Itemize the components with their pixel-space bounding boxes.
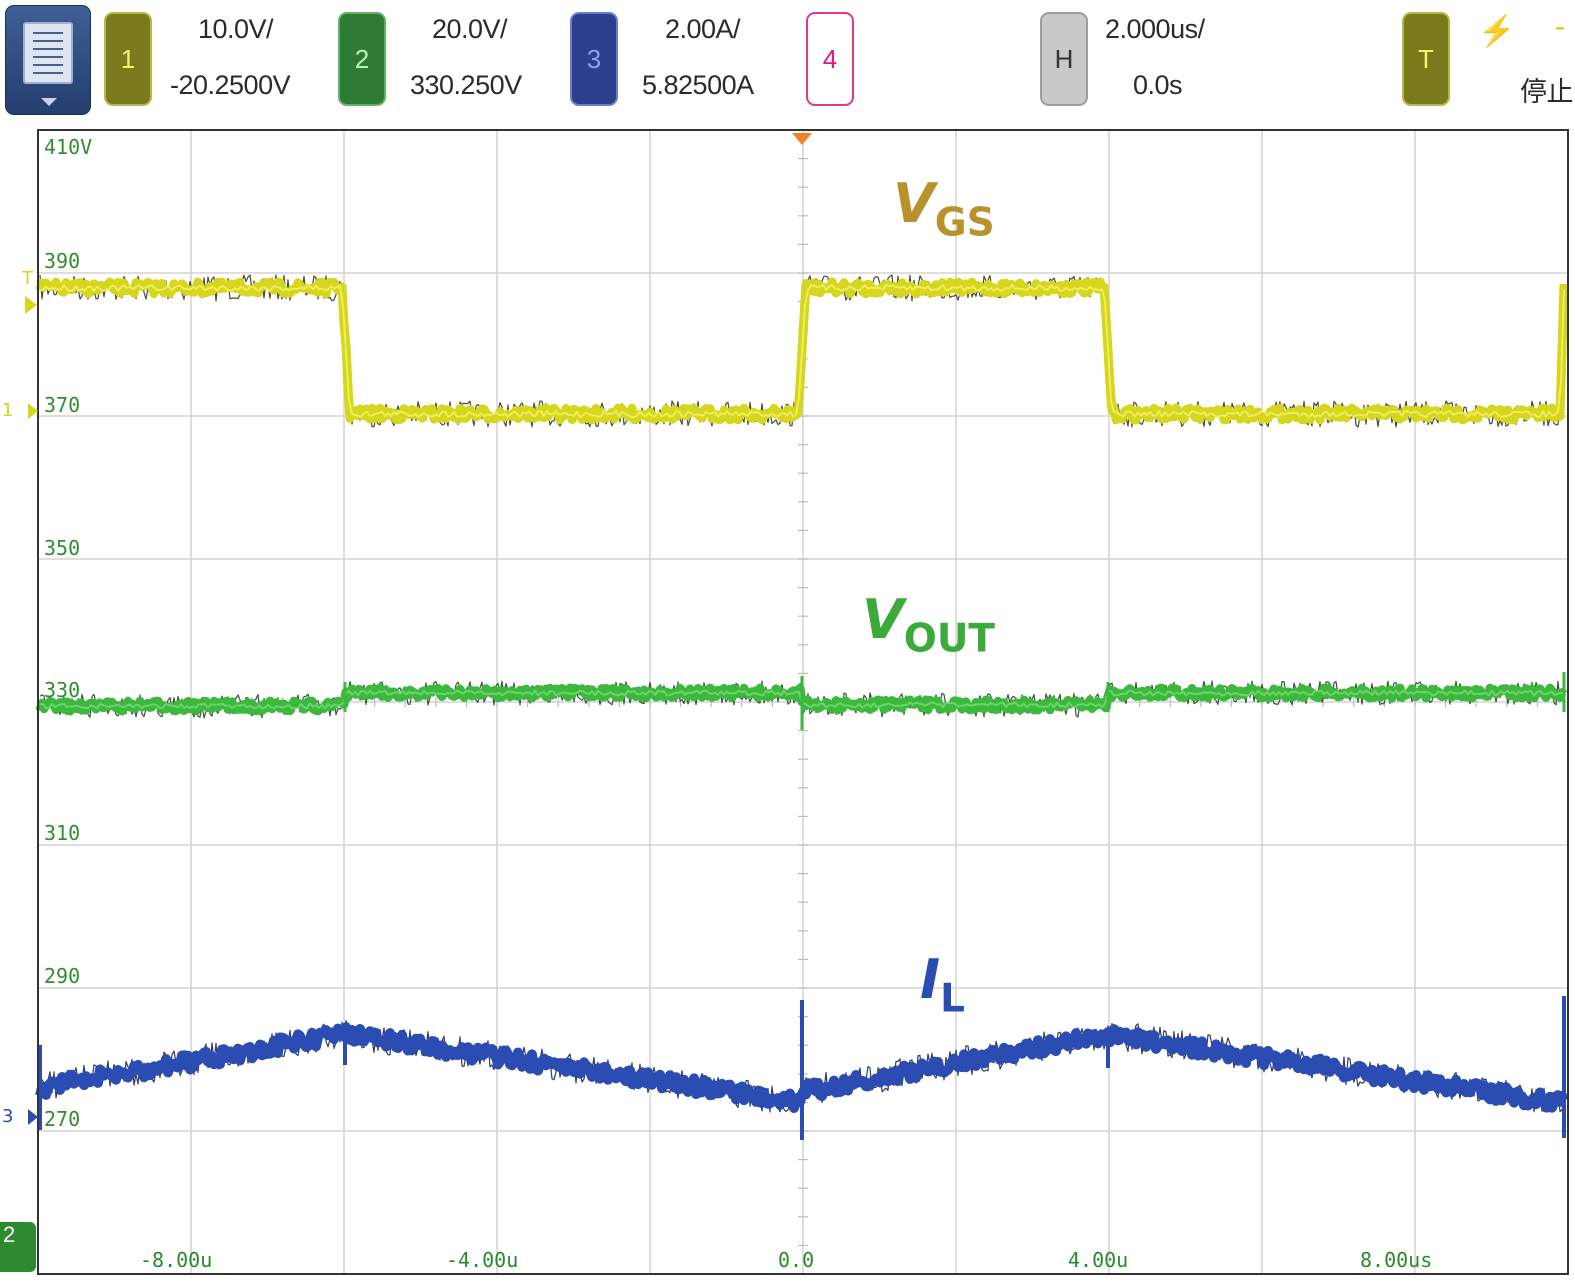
scale-label-290: 290 [44, 964, 81, 988]
channel-1-scale[interactable]: 10.0V/ [198, 14, 274, 44]
il-label-main: I [920, 948, 941, 1011]
time-label-8us: 8.00us [1360, 1248, 1433, 1272]
horizontal-position[interactable]: 0.0s [1133, 70, 1183, 100]
trigger-level-arrow-icon [25, 296, 37, 314]
channel-4-button[interactable]: 4 [806, 12, 854, 106]
scale-label-270: 270 [44, 1107, 81, 1131]
vgs-label-sub: GS [934, 200, 995, 246]
channel-1-waveform-highlight [39, 284, 1565, 418]
trigger-level-marker[interactable]: T [22, 268, 33, 289]
channel-3-button[interactable]: 3 [570, 12, 618, 106]
main-menu-button[interactable] [5, 5, 91, 115]
scale-label-390: 390 [44, 249, 81, 273]
channel-1-button[interactable]: 1 [104, 12, 152, 106]
scale-label-410: 410V [44, 135, 93, 159]
channel-3-scale[interactable]: 2.00A/ [665, 14, 741, 44]
channel-3-ground-marker[interactable]: 3 [2, 1106, 14, 1127]
vgs-label-main: V [893, 172, 935, 235]
rising-edge-trigger-icon: ⚡ [1478, 15, 1516, 48]
horizontal-scale[interactable]: 2.000us/ [1105, 14, 1205, 44]
time-label-minus-8us: -8.00u [140, 1248, 213, 1272]
channel-1-trace [35, 274, 1569, 428]
acquisition-status[interactable]: 停止 [1520, 77, 1574, 107]
trigger-position-marker [792, 133, 812, 145]
horizontal-button[interactable]: H [1040, 12, 1088, 106]
scale-label-350: 350 [44, 536, 81, 560]
menu-icon [23, 22, 73, 84]
channel-1-ground-marker[interactable]: 1 [2, 400, 14, 421]
vout-label-main: V [862, 588, 904, 651]
channel-3-ground-icon [28, 1109, 38, 1125]
channel-1-ground-icon [28, 403, 38, 419]
il-trace-label: IL [920, 948, 965, 1022]
channel-2-button[interactable]: 2 [338, 12, 386, 106]
scale-label-370: 370 [44, 393, 81, 417]
channel-2-trace [35, 672, 1568, 730]
time-label-0: 0.0 [778, 1248, 815, 1272]
trigger-button[interactable]: T [1402, 12, 1450, 106]
channel-2-offset[interactable]: 330.250V [410, 70, 522, 100]
toolbar: 1 10.0V/ -20.2500V 2 20.0V/ 330.250V 3 2… [0, 0, 1575, 128]
graticule-border [37, 129, 1569, 1275]
vout-trace-label: VOUT [862, 588, 995, 662]
channel-3-offset[interactable]: 5.82500A [642, 70, 754, 100]
channel-1-offset[interactable]: -20.2500V [170, 70, 291, 100]
trigger-level-icon: - [1555, 10, 1565, 43]
channel-2-ground-marker[interactable]: 2 [0, 1222, 36, 1272]
channel-3-trace [35, 996, 1569, 1140]
chevron-down-icon [41, 98, 57, 106]
scale-label-330: 330 [44, 678, 81, 702]
channel-2-scale[interactable]: 20.0V/ [432, 14, 508, 44]
time-label-4us: 4.00u [1068, 1248, 1129, 1272]
vgs-trace-label: VGS [893, 172, 995, 246]
time-label-minus-4us: -4.00u [446, 1248, 519, 1272]
il-label-sub: L [940, 976, 965, 1022]
scale-label-310: 310 [44, 821, 81, 845]
vout-label-sub: OUT [903, 616, 995, 662]
